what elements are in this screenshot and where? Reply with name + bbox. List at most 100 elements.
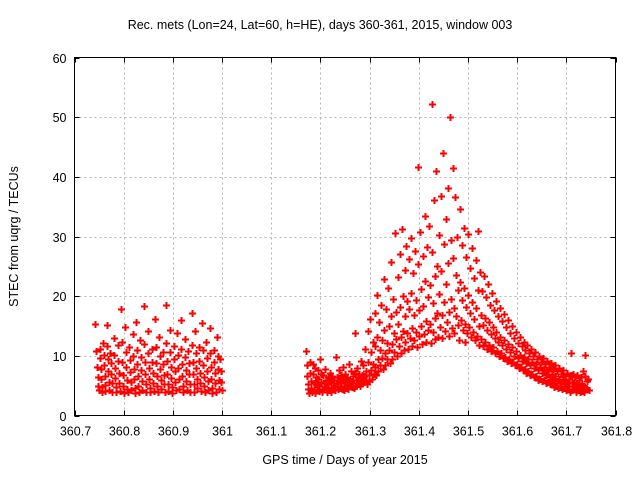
data-point-marker [401,338,410,347]
data-point-marker [424,326,433,335]
data-point-marker [429,299,438,308]
data-point-marker [555,364,564,373]
data-point-marker [524,367,533,376]
data-point-marker [510,352,519,361]
data-point-marker [364,358,373,367]
data-point-marker [466,309,475,318]
data-point-marker [506,329,515,338]
data-point-marker [122,363,131,372]
data-point-marker [130,375,139,384]
data-point-marker [353,364,362,373]
data-point-marker [324,373,333,382]
data-point-marker [384,284,393,293]
data-point-marker [521,346,530,355]
data-point-marker [118,358,127,367]
data-point-marker [181,353,190,362]
data-point-marker [204,386,213,395]
data-point-marker [163,357,172,366]
data-point-marker [508,322,517,331]
data-point-marker [512,328,521,337]
data-point-marker [577,373,586,382]
data-point-marker [134,382,143,391]
data-point-marker [419,252,428,261]
data-point-marker [431,314,440,323]
data-point-marker [149,379,158,388]
data-point-marker [449,254,458,263]
data-point-marker [203,367,212,376]
data-point-marker [452,312,461,321]
x-tick-label: 361.3 [355,425,386,439]
data-point-marker [115,379,124,388]
data-point-marker [200,382,209,391]
data-point-marker [406,334,415,343]
data-point-marker [418,340,427,349]
data-point-marker [535,352,544,361]
data-point-marker [467,333,476,342]
data-point-marker [133,346,142,355]
data-point-marker [191,327,200,336]
data-point-marker [415,306,424,315]
data-point-marker [115,369,124,378]
data-point-marker [193,384,202,393]
data-point-marker [383,339,392,348]
data-point-marker [218,386,227,395]
data-point-marker [211,369,220,378]
data-point-marker [426,281,435,290]
data-point-marker [426,320,435,329]
data-point-marker [182,366,191,375]
data-point-marker [450,304,459,313]
data-point-marker [380,275,389,284]
data-points-group [91,100,594,398]
data-point-marker [107,359,116,368]
data-point-marker [425,222,434,231]
data-point-marker [136,336,145,345]
tickmarks-group [74,57,617,417]
data-point-marker [437,192,446,201]
data-point-marker [367,348,376,357]
data-point-marker [469,328,478,337]
data-point-marker [391,229,400,238]
data-point-marker [198,319,207,328]
data-point-marker [361,345,370,354]
data-point-marker [471,336,480,345]
data-point-marker [483,345,492,354]
data-point-marker [408,342,417,351]
data-point-marker [442,215,451,224]
data-point-marker [381,349,390,358]
data-point-marker [450,329,459,338]
data-point-marker [309,360,318,369]
x-tick-label: 360.9 [158,425,189,439]
x-tick-label: 361.4 [404,425,435,439]
data-point-marker [374,355,383,364]
data-point-marker [178,360,187,369]
data-point-marker [492,297,501,306]
data-point-marker [458,241,467,250]
data-point-marker [175,385,184,394]
data-point-marker [494,338,503,347]
data-point-marker [396,250,405,259]
data-point-marker [585,386,594,395]
data-point-marker [159,348,168,357]
data-point-marker [414,260,423,269]
data-point-marker [162,301,171,310]
data-point-marker [104,355,113,364]
data-point-marker [108,379,117,388]
data-point-marker [140,340,149,349]
data-point-marker [544,367,553,376]
data-point-marker [514,339,523,348]
data-point-marker [189,358,198,367]
data-point-marker [369,338,378,347]
data-point-marker [148,345,157,354]
data-point-marker [137,353,146,362]
data-point-marker [356,382,365,391]
data-point-marker [177,345,186,354]
data-point-marker [460,284,469,293]
data-point-marker [414,163,423,172]
data-point-marker [373,333,382,342]
data-point-marker [443,318,452,327]
data-point-marker [217,367,226,376]
data-point-marker [581,351,590,360]
data-point-marker [138,386,147,395]
data-point-marker [156,352,165,361]
data-point-marker [420,330,429,339]
